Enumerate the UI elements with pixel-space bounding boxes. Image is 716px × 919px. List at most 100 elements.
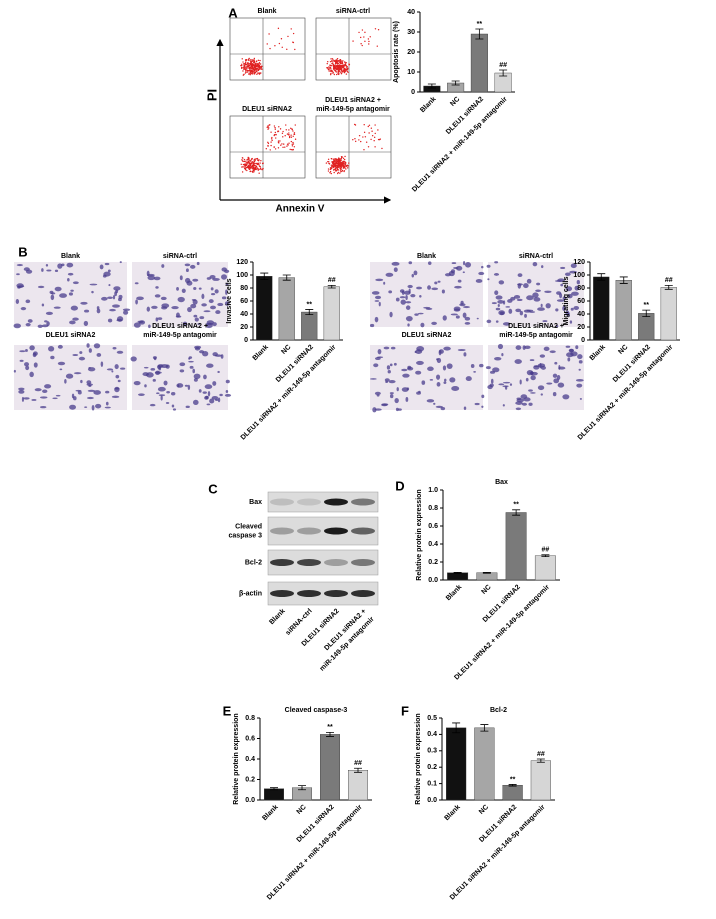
flow-dot <box>258 68 260 71</box>
y-tick-label: 40 <box>240 311 248 318</box>
cell <box>565 286 573 292</box>
cell <box>83 320 89 327</box>
cell <box>157 317 163 321</box>
cell <box>196 261 200 266</box>
cell <box>400 299 407 305</box>
cell <box>176 287 179 291</box>
cell <box>189 365 194 369</box>
cell <box>93 343 101 349</box>
flow-dot <box>292 135 294 137</box>
flow-dot <box>288 132 290 134</box>
cell <box>221 274 228 280</box>
flow-dot <box>255 65 257 67</box>
cell <box>423 306 431 309</box>
flow-dot <box>249 166 251 169</box>
error-bar <box>536 758 545 763</box>
flow-dot <box>251 161 253 164</box>
flow-dot <box>243 73 245 75</box>
cell <box>135 299 138 305</box>
cell <box>136 296 144 301</box>
cell <box>374 391 381 396</box>
cell <box>165 402 170 404</box>
flow-dot <box>333 69 336 71</box>
flow-dot <box>247 62 249 64</box>
flow-dot <box>339 59 341 61</box>
error-bar <box>499 69 508 77</box>
cell <box>185 277 191 284</box>
y-tick-label: 80 <box>577 285 585 292</box>
flow-dot <box>251 60 253 63</box>
cell <box>16 264 24 267</box>
flow-dot <box>243 167 246 169</box>
cell <box>151 305 158 309</box>
cell <box>451 386 460 392</box>
flow-dot <box>329 67 332 69</box>
band <box>270 498 294 506</box>
flow-dot <box>290 136 293 138</box>
flow-dot <box>246 69 248 71</box>
cell <box>419 294 422 298</box>
flow-dot <box>370 127 373 129</box>
flow-dot <box>257 163 259 165</box>
cell <box>201 293 205 300</box>
cell <box>45 311 53 315</box>
cell <box>25 365 30 371</box>
cell <box>578 360 583 364</box>
cell <box>160 364 169 369</box>
band <box>324 498 348 506</box>
flow-dot <box>242 61 244 63</box>
cell <box>106 368 114 371</box>
cell <box>411 273 415 278</box>
cell <box>206 403 211 406</box>
bar <box>502 785 523 801</box>
y-tick-label: 10 <box>407 69 415 76</box>
flow-dot <box>241 58 243 60</box>
flow-dot <box>327 168 330 170</box>
cell <box>544 290 552 293</box>
cell <box>523 283 529 289</box>
flow-dot <box>335 167 337 169</box>
cell <box>198 287 202 290</box>
flow-dot <box>294 48 296 51</box>
cell <box>417 312 424 315</box>
flow-dot <box>333 168 335 171</box>
cell <box>133 380 141 386</box>
flow-dot <box>241 171 244 173</box>
cell <box>489 370 496 374</box>
flow-dot <box>251 70 254 73</box>
bar <box>256 276 273 341</box>
cell <box>66 262 74 268</box>
cell <box>389 311 393 318</box>
flow-dot <box>330 157 333 160</box>
cell <box>188 360 194 363</box>
flow-dot <box>339 160 341 163</box>
flow-dot <box>368 40 370 43</box>
flow-dot <box>267 141 269 144</box>
cell <box>369 323 375 328</box>
cell <box>465 376 472 382</box>
flow-dot <box>338 70 341 72</box>
flow-dot <box>330 168 332 170</box>
flow-dot <box>260 159 262 162</box>
flow-dot <box>330 72 332 75</box>
cell <box>408 261 413 265</box>
cell <box>194 317 199 322</box>
cell <box>375 295 382 300</box>
flow-dot <box>256 166 258 169</box>
flow-dot <box>360 140 362 143</box>
cell <box>187 384 191 391</box>
cell <box>54 286 62 292</box>
cell <box>64 378 67 384</box>
bar <box>301 311 318 341</box>
cell <box>541 265 544 269</box>
flow-dot <box>251 157 253 160</box>
cell <box>436 374 441 380</box>
flow-dot <box>241 64 243 67</box>
cell <box>21 396 24 402</box>
cell <box>436 382 441 387</box>
cell <box>429 378 434 381</box>
error-bar <box>327 285 336 289</box>
cell <box>115 374 120 379</box>
cell <box>407 323 410 327</box>
flow-dot <box>243 158 246 161</box>
